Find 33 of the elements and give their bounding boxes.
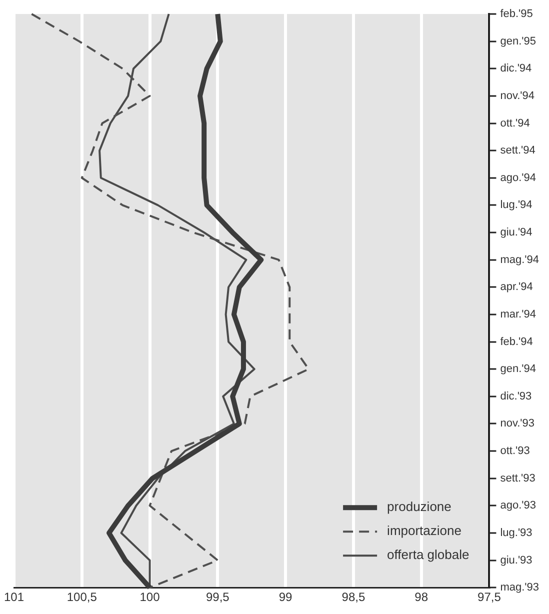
y-tick-label: sett.'94 (500, 144, 536, 157)
legend-label: produzione (387, 499, 452, 514)
x-tick-label: 98 (414, 590, 428, 604)
y-tick-label: ott.'93 (500, 445, 530, 458)
x-tick-label: 99 (278, 590, 293, 604)
y-tick-label: mag.'94 (500, 254, 540, 266)
y-tick-label: lug.'94 (500, 199, 532, 212)
y-tick-label: nov.'94 (500, 90, 535, 102)
x-tick-label: 97,5 (478, 590, 502, 604)
y-tick-label: gen.'94 (500, 363, 536, 376)
x-tick-label: 98,5 (342, 590, 366, 604)
y-tick-label: ott.'94 (500, 117, 530, 130)
y-tick-label: dic.'94 (500, 62, 532, 75)
y-tick-label: ago.'93 (500, 500, 536, 512)
y-tick-label: apr.'94 (500, 281, 533, 294)
y-tick-label: feb.'94 (500, 336, 533, 348)
legend-label: offerta globale (387, 547, 470, 562)
y-tick-label: mag.'93 (500, 582, 540, 594)
x-tick-label: 100 (140, 590, 160, 604)
x-tick-label: 99,5 (206, 590, 230, 604)
y-tick-label: ago.'94 (500, 172, 536, 184)
x-tick-label: 101 (4, 590, 24, 604)
x-tick-label: 100,5 (66, 590, 98, 604)
y-tick-label: lug.'93 (500, 527, 532, 540)
y-tick-label: giu.'94 (500, 226, 532, 239)
y-tick-label: feb.'95 (500, 8, 533, 20)
legend-label: importazione (387, 523, 462, 538)
y-tick-label: sett.'93 (500, 472, 536, 484)
y-tick-label: nov.'93 (500, 418, 535, 430)
y-tick-label: gen.'95 (500, 35, 536, 48)
y-tick-label: giu.'93 (500, 554, 532, 566)
y-tick-label: dic.'93 (500, 390, 532, 402)
y-tick-label: mar.'94 (500, 308, 536, 320)
